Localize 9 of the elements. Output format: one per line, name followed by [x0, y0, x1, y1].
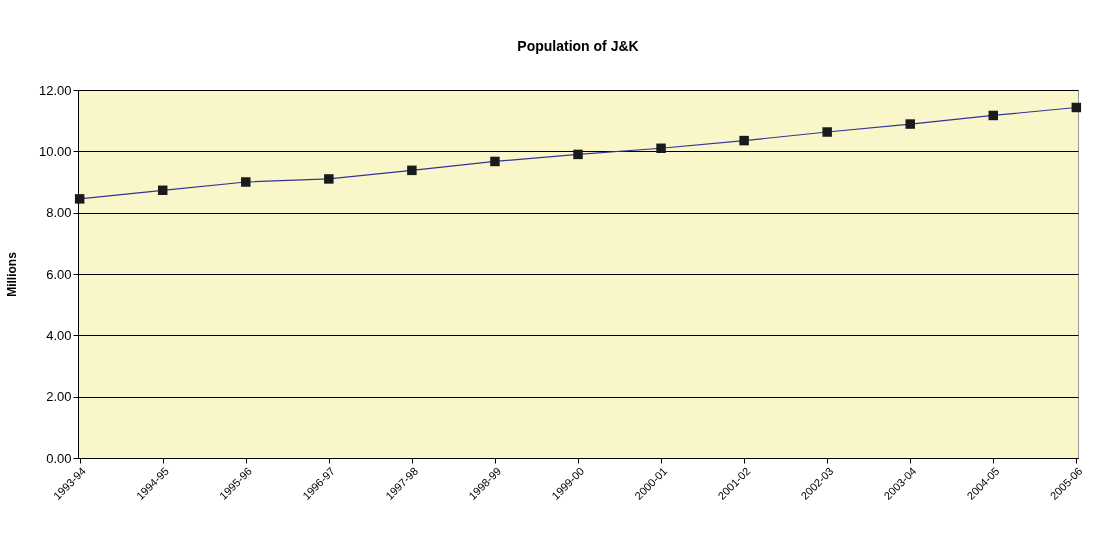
y-tick-label: 10.00: [38, 143, 72, 159]
y-tick-label: 4.00: [46, 327, 72, 343]
y-tick-label: 12.00: [38, 82, 72, 98]
y-tick-label: 2.00: [46, 389, 72, 405]
chart-title: Population of J&K: [517, 38, 639, 54]
y-tick-label: 6.00: [46, 266, 72, 282]
y-tick-label: 0.00: [46, 450, 72, 466]
y-tick-label: 8.00: [46, 205, 72, 221]
y-axis-title: Millions: [4, 251, 19, 297]
